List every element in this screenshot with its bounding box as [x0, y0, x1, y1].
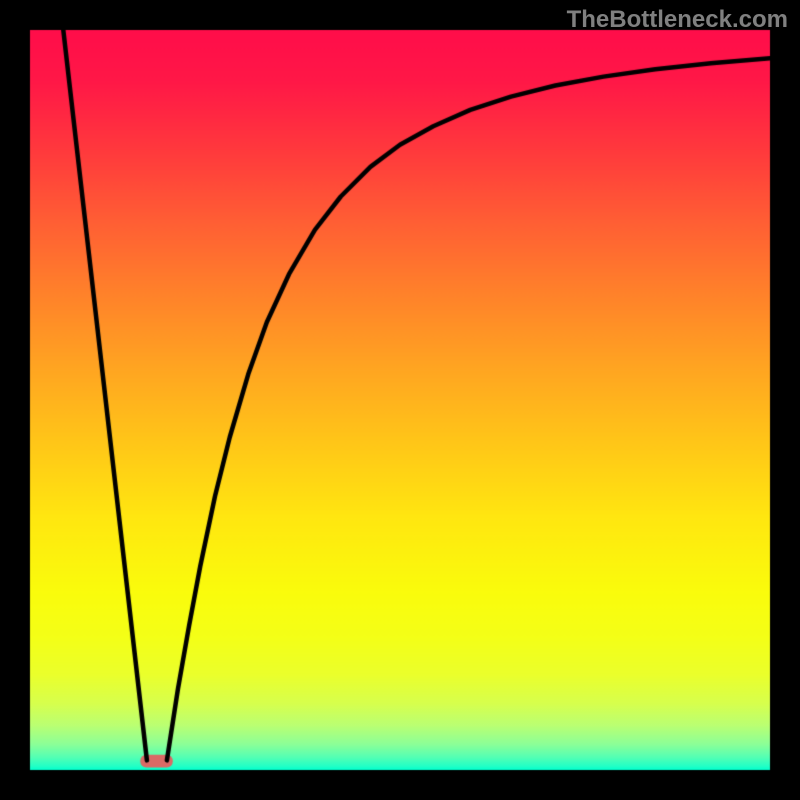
chart-container: TheBottleneck.com: [0, 0, 800, 800]
watermark-text: TheBottleneck.com: [567, 6, 788, 34]
bottleneck-chart-canvas: [0, 0, 800, 800]
